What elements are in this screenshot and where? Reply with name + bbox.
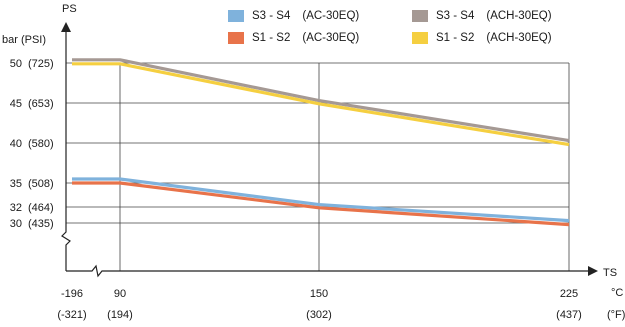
y-tick-label: 45 [10, 98, 22, 110]
series-line [72, 58, 570, 143]
y-tick-sublabel: (464) [28, 202, 54, 214]
legend-item: S3 - S4 (ACH-30EQ) [412, 10, 552, 22]
y-axis-title: PS [62, 3, 77, 15]
series-line [72, 181, 570, 227]
y-tick-sublabel: (725) [28, 58, 54, 70]
y-tick-sublabel: (653) [28, 98, 54, 110]
y-tick-sublabel: (435) [28, 218, 54, 230]
legend-swatch [228, 10, 244, 22]
x-tick-sublabel: (437) [556, 309, 582, 321]
legend-suffix: (ACH-30EQ) [486, 32, 552, 44]
x-tick-sublabel: (194) [107, 309, 133, 321]
y-axis [61, 28, 71, 271]
x-axis-title: TS [603, 267, 617, 279]
y-tick-label: 50 [10, 58, 22, 70]
legend-name: S3 - S4 [252, 10, 291, 22]
legend-item: S1 - S2 (ACH-30EQ) [412, 32, 552, 44]
y-tick-label: 35 [10, 178, 22, 190]
x-tick-sublabel: (302) [306, 309, 332, 321]
y-tick-sublabel: (508) [28, 178, 54, 190]
legend-swatch [412, 32, 428, 44]
y-axis-arrow [61, 22, 71, 32]
series-line [72, 177, 570, 223]
grid [66, 62, 570, 271]
legend-swatch [228, 32, 244, 44]
x-axis-unit-secondary: (°F) [607, 309, 625, 321]
legend-name: S1 - S2 [252, 32, 291, 44]
x-tick-label: 150 [310, 288, 328, 300]
y-tick-label: 32 [10, 202, 22, 214]
legend: S3 - S4 (AC-30EQ) S1 - S2 (AC-30EQ) S3 -… [228, 10, 588, 54]
labels: PS bar (PSI) TS °C (°F) 50 (725) 45 (653) 40 (580)… [2, 3, 625, 321]
legend-suffix: (AC-30EQ) [302, 32, 360, 44]
y-tick-sublabel: (580) [28, 138, 54, 150]
axes [61, 22, 598, 278]
legend-suffix: (ACH-30EQ) [486, 10, 552, 22]
y-tick-label: 30 [10, 218, 22, 230]
legend-item: S3 - S4 (AC-30EQ) [228, 10, 359, 22]
legend-name: S1 - S2 [436, 32, 475, 44]
legend-name: S3 - S4 [436, 10, 475, 22]
x-axis-unit: °C [611, 287, 623, 299]
x-tick-sublabel: (-321) [57, 309, 86, 321]
y-tick-label: 40 [10, 138, 22, 150]
x-tick-label: 90 [114, 288, 126, 300]
x-axis [66, 264, 592, 278]
legend-suffix: (AC-30EQ) [302, 10, 360, 22]
legend-swatch [412, 10, 428, 22]
legend-item: S1 - S2 (AC-30EQ) [228, 32, 359, 44]
x-tick-label: 225 [560, 288, 578, 300]
x-tick-label: -196 [61, 288, 83, 300]
y-axis-unit: bar (PSI) [2, 34, 46, 46]
x-axis-arrow [588, 266, 598, 276]
series-layer [72, 58, 570, 227]
series-line [72, 62, 570, 147]
